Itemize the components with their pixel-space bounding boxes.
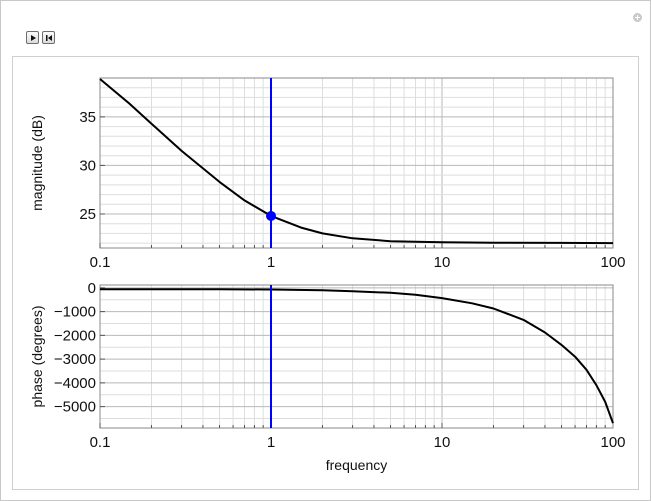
- phase-x-tick-label: 10: [434, 434, 451, 451]
- phase-y-tick-label: 0: [88, 280, 96, 297]
- plus-circle-icon[interactable]: [633, 13, 642, 22]
- reset-button[interactable]: [42, 31, 55, 44]
- magnitude-x-tick-label: 0.1: [90, 254, 111, 271]
- phase-curve: [99, 288, 614, 424]
- magnitude-y-tick-label: 25: [79, 206, 96, 223]
- play-icon: [31, 35, 36, 41]
- magnitude-x-tick-label: 100: [600, 254, 625, 271]
- magnitude-plot-frame: [99, 77, 614, 249]
- magnitude-curve: [99, 78, 614, 245]
- phase-y-tick-label: −2000: [54, 327, 96, 344]
- phase-y-tick-label: −5000: [54, 399, 96, 416]
- magnitude-y-tick-label: 30: [79, 157, 96, 174]
- phase-y-axis-label: phase (degrees): [29, 306, 45, 408]
- magnitude-cursor-point: [266, 210, 276, 221]
- phase-plot-frame: [99, 284, 614, 429]
- phase-x-axis-label: frequency: [326, 457, 387, 473]
- magnitude-x-tick-label: 1: [267, 254, 275, 271]
- phase-y-tick-label: −1000: [54, 304, 96, 321]
- phase-y-tick-label: −4000: [54, 375, 96, 392]
- phase-x-tick-label: 1: [267, 434, 275, 451]
- phase-x-tick-label: 0.1: [90, 434, 111, 451]
- bode-plot: 0.1 1 10 100 25 30 35 magnitude (dB) 0.1 1 10 100 0 −…: [29, 77, 626, 473]
- magnitude-y-tick-label: 35: [79, 109, 96, 126]
- play-button[interactable]: [26, 31, 39, 44]
- magnitude-y-axis-label: magnitude (dB): [29, 115, 45, 211]
- phase-x-tick-label: 100: [600, 434, 625, 451]
- magnitude-x-tick-label: 10: [434, 254, 451, 271]
- phase-y-tick-label: −3000: [54, 351, 96, 368]
- plot-panel: 0.1 1 10 100 25 30 35 magnitude (dB) 0.1 1 10 100 0 −…: [12, 56, 639, 490]
- skip-to-start-icon: [46, 35, 52, 41]
